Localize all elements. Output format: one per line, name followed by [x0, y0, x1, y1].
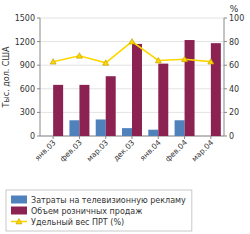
y-tick-label: 1500 [15, 14, 35, 23]
y2-axis-label: % [230, 4, 239, 14]
x-tick-label: мар.03 [85, 138, 111, 164]
legend-label: Объем розничных продаж [31, 207, 142, 216]
chart-root: 0 300 600 900 1200 1500 0 20 40 60 80 100 Тыс. дол. … [0, 0, 250, 234]
bar [201, 136, 211, 137]
x-tick [105, 136, 106, 139]
x-tick-label: янв.04 [138, 138, 163, 163]
marks [50, 39, 221, 136]
legend-swatch [11, 207, 27, 215]
y-tick-label: 0 [30, 132, 35, 141]
y-tick-label: 300 [20, 108, 35, 117]
y-axis-label: Тыс. дол. США [2, 46, 11, 108]
y2-axis-line [224, 18, 225, 136]
x-tick [53, 136, 54, 139]
bar [185, 40, 195, 136]
chart-svg: 0 300 600 900 1200 1500 0 20 40 60 80 100 Тыс. дол. … [0, 0, 250, 234]
bar [158, 64, 168, 136]
x-tick-label: янв.03 [33, 138, 58, 163]
bar [132, 44, 142, 136]
x-tick-label: фев.03 [58, 138, 84, 164]
y2-tick-label: 60 [229, 61, 239, 70]
y-axis-line [40, 18, 41, 136]
y-tick-label: 600 [20, 85, 35, 94]
legend-frame [6, 190, 192, 231]
line [53, 42, 211, 63]
legend: Затраты на телевизионную рекламу Объем ро… [6, 190, 192, 231]
marker [155, 57, 161, 62]
bar [175, 120, 185, 136]
x-tick-label: мар.04 [190, 138, 216, 164]
grid [40, 18, 224, 136]
bar [122, 128, 132, 136]
legend-label: Затраты на телевизионную рекламу [31, 196, 186, 205]
bar [96, 119, 106, 136]
marker [182, 56, 188, 61]
marker [50, 59, 56, 64]
y-tick-label: 900 [20, 61, 35, 70]
x-tick [210, 136, 211, 139]
x-tick [158, 136, 159, 139]
grid-line [40, 18, 224, 19]
legend-label: Удельный вес ПРТ (%) [31, 218, 124, 227]
legend-swatch [11, 196, 27, 204]
bar [69, 120, 79, 136]
bar [79, 85, 89, 136]
x-tick [79, 136, 80, 139]
y2-tick-label: 100 [229, 14, 244, 23]
x-tick-label: фев.04 [163, 138, 189, 164]
legend-marker [16, 219, 22, 224]
bar [148, 130, 158, 136]
marker [76, 53, 82, 58]
marker [129, 39, 135, 44]
y2-tick-label: 20 [229, 108, 239, 117]
x-tick-label: дек.03 [111, 138, 136, 163]
bar [106, 76, 116, 136]
x-tick [132, 136, 133, 139]
x-tick [184, 136, 185, 139]
marker [103, 60, 109, 65]
bar [43, 136, 53, 137]
y2-tick-label: 0 [229, 132, 234, 141]
y2-tick-label: 80 [229, 38, 239, 47]
bar [53, 85, 63, 136]
bar [211, 43, 221, 136]
y2-tick-label: 40 [229, 85, 239, 94]
y-tick-label: 1200 [15, 38, 35, 47]
marker [208, 59, 214, 64]
